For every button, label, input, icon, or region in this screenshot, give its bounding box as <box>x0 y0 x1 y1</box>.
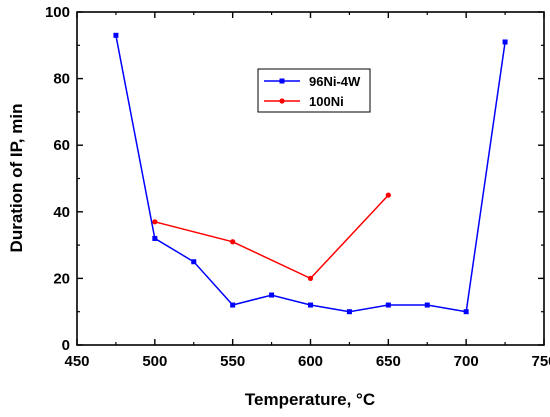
data-point-96ni-4w <box>463 309 469 315</box>
data-point-96ni-4w <box>230 302 236 308</box>
x-tick-label: 700 <box>454 353 479 370</box>
data-point-100ni <box>230 239 236 245</box>
legend-label-100ni: 100Ni <box>309 94 344 109</box>
y-tick-label: 80 <box>53 71 70 88</box>
data-point-96ni-4w <box>191 259 197 265</box>
x-axis-label: Temperature, °C <box>245 390 375 409</box>
x-tick-label: 600 <box>298 353 323 370</box>
legend-box <box>257 68 371 113</box>
data-point-96ni-4w <box>308 302 313 308</box>
y-tick-label: 60 <box>53 137 70 154</box>
data-point-96ni-4w <box>424 302 430 308</box>
x-tick-label: 500 <box>142 353 167 370</box>
data-point-100ni <box>307 275 314 281</box>
y-axis-label: Duration of IP, min <box>7 104 26 253</box>
y-tick-label: 100 <box>45 4 70 21</box>
x-tick-label: 550 <box>220 353 245 370</box>
data-point-96ni-4w <box>502 39 508 45</box>
data-point-96ni-4w <box>113 32 119 38</box>
series-line-100ni <box>154 194 389 280</box>
data-point-100ni <box>385 192 391 198</box>
data-point-96ni-4w <box>346 309 352 315</box>
legend-label-96ni-4w: 96Ni-4W <box>309 74 361 89</box>
data-point-96ni-4w <box>385 302 391 308</box>
x-tick-label: 650 <box>376 353 401 370</box>
x-tick-label: 450 <box>64 353 89 370</box>
x-tick-label: 750 <box>531 353 550 370</box>
data-point-96ni-4w <box>269 292 275 298</box>
y-tick-label: 0 <box>62 337 70 354</box>
data-point-100ni <box>152 219 158 225</box>
legend-marker-96ni-4w <box>279 78 285 84</box>
axis-ticks <box>76 11 545 346</box>
plot-frame <box>76 11 545 346</box>
series-layer <box>113 32 508 315</box>
y-tick-label: 20 <box>53 270 70 287</box>
legend-marker-100ni <box>279 98 285 104</box>
axis-tick-labels: 450 500 550 600 650 700 750 0 20 40 60 80 100 <box>45 4 550 370</box>
y-tick-label: 40 <box>53 204 70 221</box>
legend: 96Ni-4W 100Ni <box>257 68 371 113</box>
data-point-96ni-4w <box>152 235 158 241</box>
